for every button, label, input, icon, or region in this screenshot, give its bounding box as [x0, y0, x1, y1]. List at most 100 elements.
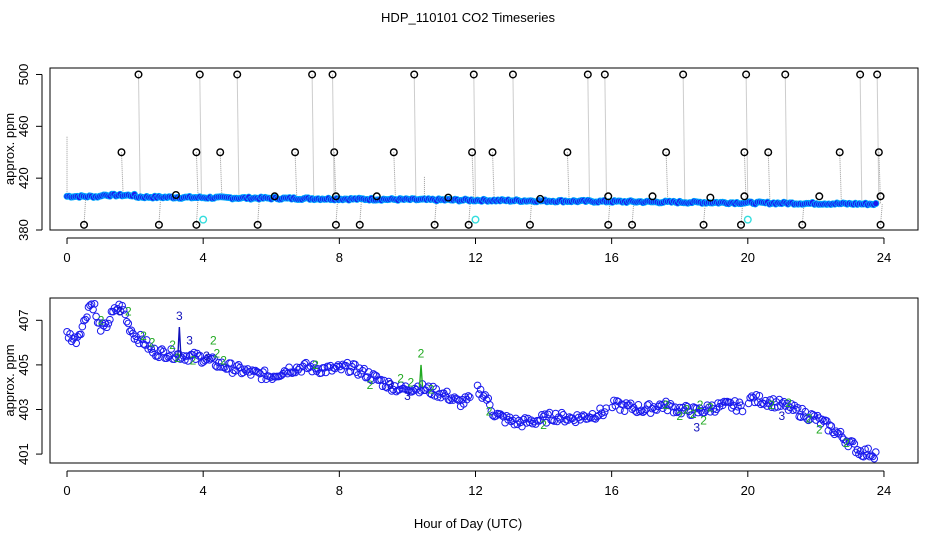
smoothed-point — [541, 410, 549, 418]
smoothed-point — [122, 317, 131, 326]
flag-label: 2 — [428, 382, 435, 396]
raw-point — [154, 220, 163, 229]
smoothed-point — [417, 386, 425, 395]
drop-line — [604, 74, 608, 202]
drop-line — [512, 74, 516, 201]
smoothed-point — [184, 357, 192, 365]
smoothed-point — [286, 368, 295, 377]
smoothed-point — [309, 360, 318, 368]
smoothed-point — [77, 330, 85, 339]
smoothed-point — [548, 416, 557, 425]
y-axis-label: approx. ppm — [2, 344, 17, 416]
raw-point — [835, 148, 844, 157]
raw-point — [233, 70, 242, 79]
flag-label: 2 — [140, 329, 147, 343]
smoothed-point — [836, 427, 845, 436]
smoothed-point — [453, 395, 462, 404]
x-tick-label: 20 — [741, 250, 755, 265]
drop-line — [332, 74, 335, 199]
raw-point — [740, 192, 749, 201]
raw-point — [815, 192, 824, 201]
flag-label: 3 — [176, 309, 183, 323]
smoothed-point — [132, 332, 140, 341]
raw-point — [798, 220, 807, 229]
plot-frame — [49, 67, 919, 231]
smoothed-point — [557, 408, 566, 417]
smoothed-point — [210, 354, 218, 363]
drop-line — [413, 74, 417, 200]
x-tick-label: 4 — [200, 250, 207, 265]
smoothed-series — [63, 300, 880, 463]
smoothed-point — [90, 300, 99, 308]
raw-drop-lines — [66, 74, 883, 225]
smoothed-point — [351, 360, 359, 369]
raw-point — [583, 70, 592, 79]
raw-point — [508, 70, 517, 79]
flag-label: 3 — [116, 304, 123, 318]
flag-label: 2 — [540, 418, 547, 432]
drop-line — [492, 152, 495, 201]
drop-line — [566, 152, 570, 202]
drop-line — [682, 74, 686, 203]
raw-outlier-points — [80, 70, 885, 229]
raw-point — [742, 70, 751, 79]
drop-line — [335, 198, 339, 225]
y-tick-label: 460 — [16, 115, 31, 137]
flag-label: 2 — [806, 411, 813, 425]
flag-label: 2 — [220, 353, 227, 367]
smoothed-point — [112, 306, 120, 315]
smoothed-point — [207, 354, 215, 363]
raw-point — [600, 70, 609, 79]
drop-line — [219, 152, 223, 198]
x-tick-label: 0 — [63, 250, 70, 265]
smoothed-point — [703, 401, 712, 409]
smoothed-point — [466, 393, 474, 402]
raw-point — [662, 148, 671, 157]
smoothed-point — [755, 391, 764, 400]
flag-label: 2 — [700, 414, 707, 428]
x-axis-label: Hour of Day (UTC) — [414, 516, 522, 531]
flag-label: 2 — [397, 371, 404, 385]
x-tick-label: 12 — [468, 250, 482, 265]
smoothed-point — [682, 401, 690, 410]
drop-line — [236, 74, 240, 198]
raw-point — [525, 220, 534, 229]
flag-label: 2 — [213, 347, 220, 361]
smoothed-point — [850, 439, 859, 448]
raw-point — [604, 220, 613, 229]
smoothed-point — [793, 403, 802, 412]
smoothed-point — [297, 368, 306, 376]
smoothed-point — [136, 330, 145, 339]
smoothed-point — [826, 421, 834, 429]
x-tick-label: 8 — [336, 250, 343, 265]
drop-line — [294, 152, 298, 199]
drop-line — [158, 197, 162, 225]
raw-point — [856, 70, 865, 79]
raw-point — [876, 220, 885, 229]
smoothed-point — [167, 345, 175, 353]
raw-point — [563, 148, 572, 157]
flag-label: 2 — [697, 398, 704, 412]
smoothed-point — [819, 417, 828, 425]
flag-label: 3 — [203, 349, 210, 363]
smoothed-point — [386, 379, 395, 388]
raw-point — [253, 220, 262, 229]
flag-label: 2 — [210, 333, 217, 347]
smoothed-point — [214, 358, 223, 367]
smoothed-point — [476, 385, 485, 394]
raw-point — [430, 220, 439, 229]
drop-line — [138, 74, 141, 197]
raw-point — [308, 70, 317, 79]
smoothed-point — [259, 368, 267, 376]
raw-point — [355, 220, 364, 229]
smoothed-point — [856, 447, 865, 455]
drop-line — [471, 152, 475, 201]
x-tick-label: 0 — [63, 483, 70, 498]
drop-line — [801, 203, 805, 225]
smoothed-point — [285, 363, 293, 372]
mean-point — [872, 199, 880, 207]
flag-label: 2 — [418, 347, 425, 361]
x-tick-label: 12 — [468, 483, 482, 498]
drop-line — [743, 152, 747, 203]
